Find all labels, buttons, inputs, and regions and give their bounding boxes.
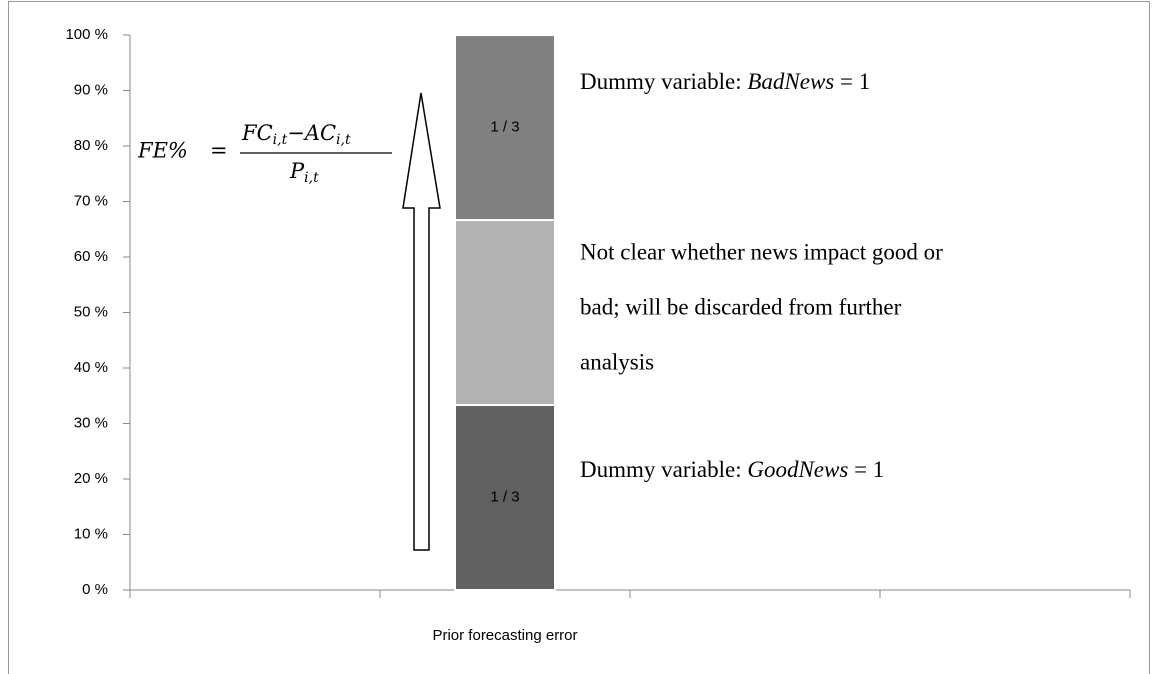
bar-segment <box>454 219 556 407</box>
y-tick-label: 0 % <box>82 581 108 598</box>
y-tick-label: 60 % <box>74 248 108 265</box>
y-tick-label: 80 % <box>74 137 108 154</box>
arrow <box>402 92 441 551</box>
y-tick-label: 50 % <box>74 303 108 320</box>
t: Dummy variable: <box>580 69 747 94</box>
t: Dummy variable: <box>580 457 747 482</box>
y-tick-label: 10 % <box>74 525 108 542</box>
x-tick-label: Prior forecasting error <box>432 627 577 644</box>
t: i,t <box>336 132 351 148</box>
t: − <box>287 121 305 145</box>
t: P <box>289 159 305 183</box>
bar-segment <box>454 34 556 222</box>
data-label: 1 / 3 <box>490 488 519 505</box>
t: i,t <box>304 170 319 186</box>
formula-den: Pi,t <box>289 159 319 187</box>
data-label: 1 / 3 <box>490 119 519 136</box>
formula-num: FCi,t−ACi,t <box>241 121 351 149</box>
y-tick-label: 70 % <box>74 192 108 209</box>
y-tick-label: 30 % <box>74 414 108 431</box>
annotation: analysis <box>580 349 654 374</box>
t: GoodNews <box>747 457 848 482</box>
t: i,t <box>273 132 288 148</box>
t: = 1 <box>834 69 870 94</box>
frame <box>8 1 1150 674</box>
annotation: Not clear whether news impact good or <box>580 239 943 264</box>
t: = 1 <box>848 457 884 482</box>
t: BadNews <box>747 69 834 94</box>
t: AC <box>303 121 336 145</box>
y-tick-label: 100 % <box>65 26 108 43</box>
y-tick-label: 40 % <box>74 359 108 376</box>
y-tick-label: 20 % <box>74 470 108 487</box>
annotation: Dummy variable: BadNews = 1 <box>580 69 870 94</box>
annotation: bad; will be discarded from further <box>580 294 902 319</box>
formula-eq: = <box>210 139 228 163</box>
t: FC <box>241 121 273 145</box>
formula-lhs: FE% <box>137 139 188 163</box>
annotation: Dummy variable: GoodNews = 1 <box>580 457 884 482</box>
y-tick-label: 90 % <box>74 81 108 98</box>
formula: FE% = FCi,t−ACi,t Pi,t <box>137 121 392 187</box>
